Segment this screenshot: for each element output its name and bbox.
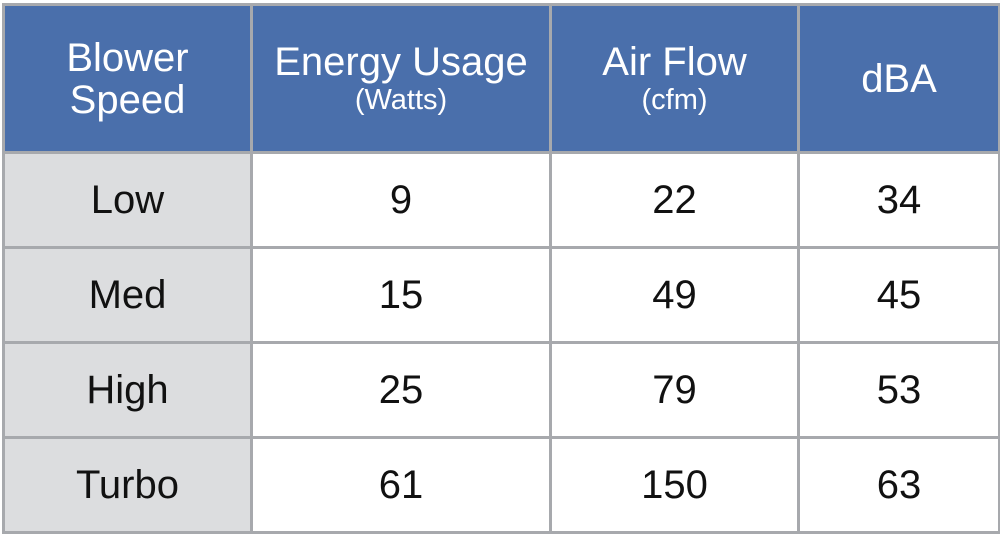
energy-usage-cell: 61 <box>250 436 552 534</box>
header-row: Blower Speed Energy Usage (Watts) Air Fl… <box>2 3 1000 154</box>
row-label-cell: High <box>2 341 253 439</box>
header-label: Blower Speed <box>66 35 189 122</box>
dba-cell: 63 <box>797 436 1000 534</box>
row-label-cell: Med <box>2 246 253 344</box>
dba-cell: 45 <box>797 246 1000 344</box>
header-label: Air Flow <box>602 40 747 85</box>
header-blower-speed: Blower Speed <box>2 3 253 154</box>
header-air-flow: Air Flow (cfm) <box>549 3 800 154</box>
energy-usage-cell: 15 <box>250 246 552 344</box>
table-row: Low 9 22 34 <box>2 151 1000 249</box>
energy-usage-cell: 25 <box>250 341 552 439</box>
header-label: Energy Usage <box>274 40 528 85</box>
header-energy-usage: Energy Usage (Watts) <box>250 3 552 154</box>
blower-speed-table: Blower Speed Energy Usage (Watts) Air Fl… <box>2 3 1000 534</box>
header-dba: dBA <box>797 3 1000 154</box>
air-flow-cell: 49 <box>549 246 800 344</box>
air-flow-cell: 79 <box>549 341 800 439</box>
header-unit: (Watts) <box>354 84 448 117</box>
energy-usage-cell: 9 <box>250 151 552 249</box>
table-row: Turbo 61 150 63 <box>2 436 1000 534</box>
row-label-cell: Low <box>2 151 253 249</box>
header-unit: (cfm) <box>641 84 708 117</box>
table-row: High 25 79 53 <box>2 341 1000 439</box>
dba-cell: 34 <box>797 151 1000 249</box>
row-label-cell: Turbo <box>2 436 253 534</box>
air-flow-cell: 150 <box>549 436 800 534</box>
header-label: dBA <box>861 56 937 101</box>
table-container: Blower Speed Energy Usage (Watts) Air Fl… <box>2 3 1000 534</box>
dba-cell: 53 <box>797 341 1000 439</box>
air-flow-cell: 22 <box>549 151 800 249</box>
table-row: Med 15 49 45 <box>2 246 1000 344</box>
